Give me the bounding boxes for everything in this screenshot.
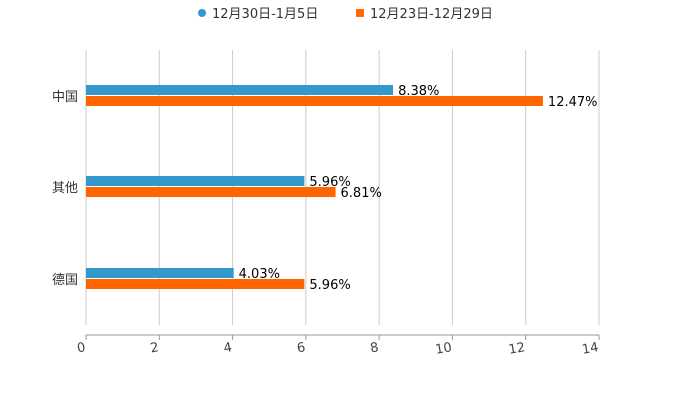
x-tick-label: 0: [76, 340, 87, 356]
data-label: 6.81%: [341, 186, 382, 201]
bar: [86, 85, 394, 95]
data-label: 12.47%: [548, 95, 598, 110]
legend-marker: [198, 9, 206, 17]
bar: [86, 176, 305, 186]
category-label: 德国: [52, 273, 78, 288]
bar: [86, 279, 305, 289]
data-label: 5.96%: [309, 175, 350, 190]
category-label: 其他: [52, 181, 78, 196]
bar: [86, 268, 234, 278]
x-tick-label: 12: [508, 340, 527, 358]
bar: [86, 187, 336, 197]
bar: [86, 96, 543, 106]
data-label: 5.96%: [309, 278, 350, 293]
data-label: 4.03%: [239, 267, 280, 282]
x-tick-label: 4: [223, 340, 234, 356]
x-tick-label: 2: [149, 340, 160, 356]
x-tick-label: 8: [369, 340, 380, 356]
legend-label: 12月23日-12月29日: [370, 7, 493, 22]
data-label: 8.38%: [398, 84, 439, 99]
x-tick-label: 14: [581, 340, 600, 358]
x-tick-label: 6: [296, 340, 307, 356]
legend-label: 12月30日-1月5日: [212, 7, 318, 22]
legend-marker: [356, 9, 364, 17]
x-tick-label: 10: [434, 340, 453, 358]
category-label: 中国: [52, 90, 78, 105]
